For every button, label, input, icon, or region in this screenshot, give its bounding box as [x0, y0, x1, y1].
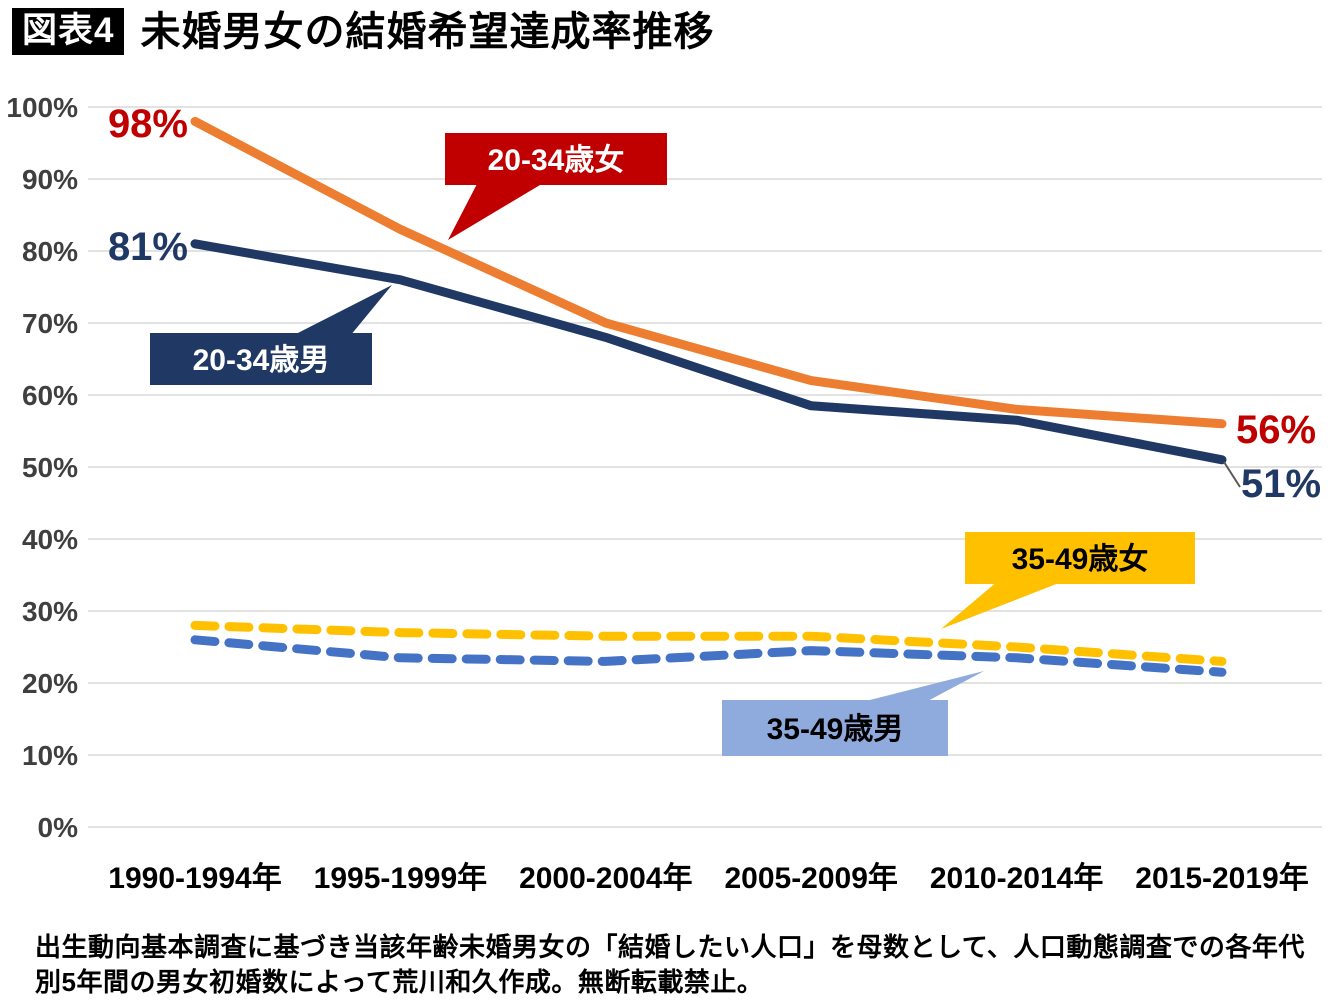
title-row: 図表4 未婚男女の結婚希望達成率推移: [12, 8, 714, 55]
callout-tail: [448, 182, 545, 240]
x-tick-label: 2005-2009年: [724, 862, 897, 895]
callout-tail: [941, 581, 1064, 629]
series-line-0: [190, 239, 1227, 465]
source-note-line-2: 別5年間の男女初婚数によって荒川和久作成。無断転載禁止。: [35, 967, 764, 997]
x-tick-label: 2000-2004年: [519, 862, 692, 895]
callout-label: 20-34歳女: [488, 143, 625, 177]
y-tick-label: 100%: [6, 92, 78, 123]
x-tick-label: 2015-2019年: [1135, 862, 1308, 895]
y-tick-label: 40%: [22, 524, 78, 555]
x-tick-label: 2010-2014年: [930, 862, 1103, 895]
series-line-3: [190, 620, 1227, 666]
series-line-2: [190, 635, 1227, 677]
callout-box: [445, 133, 667, 185]
y-tick-label: 80%: [22, 236, 78, 267]
source-note: 出生動向基本調査に基づき当該年齢未婚男女の「結婚したい人口」を母数として、人口動…: [35, 930, 1315, 1000]
value-label: 98%: [108, 102, 188, 146]
callout-label: 35-49歳男: [767, 713, 904, 746]
y-tick-label: 50%: [22, 452, 78, 483]
y-tick-label: 0%: [38, 812, 79, 843]
y-tick-label: 10%: [22, 740, 78, 771]
callout-box: [965, 532, 1195, 584]
chart-title: 未婚男女の結婚希望達成率推移: [140, 9, 715, 54]
value-label: 56%: [1236, 408, 1316, 452]
callout-label: 20-34歳男: [193, 344, 330, 377]
y-tick-label: 30%: [22, 596, 78, 627]
callout-tail: [292, 285, 392, 336]
y-tick-label: 70%: [22, 308, 78, 339]
callout-tail: [858, 671, 984, 703]
y-tick-label: 60%: [22, 380, 78, 411]
callout-box: [722, 700, 948, 756]
callout-label: 35-49歳女: [1012, 542, 1149, 576]
value-label: 51%: [1241, 462, 1321, 506]
x-tick-label: 1995-1999年: [314, 862, 487, 895]
x-tick-label: 1990-1994年: [108, 862, 281, 895]
series-line-1: [190, 116, 1227, 429]
y-tick-label: 20%: [22, 668, 78, 699]
value-label: 81%: [108, 225, 188, 269]
figure-badge: 図表4: [12, 8, 125, 55]
y-tick-label: 90%: [22, 164, 78, 195]
callout-box: [150, 333, 372, 385]
leader-line: [1223, 461, 1241, 488]
source-note-line-1: 出生動向基本調査に基づき当該年齢未婚男女の「結婚したい人口」を母数として、人口動…: [35, 932, 1305, 962]
